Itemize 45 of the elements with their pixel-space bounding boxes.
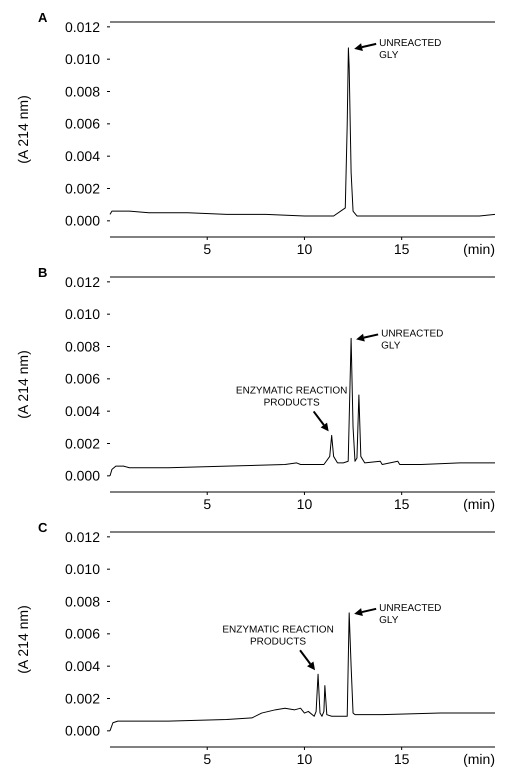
y-tick-label: 0.012 [64,528,100,545]
x-tick-label: 10 [296,496,312,512]
y-tick-label: 0.008 [64,83,100,100]
y-tick-label: 0.000 [64,468,100,484]
y-tick-label: 0.004 [64,658,100,674]
annotation: UNREACTED GLY [379,602,442,626]
y-tick-label: 0.010 [64,561,100,578]
y-tick-label: 0.008 [64,593,100,610]
y-tick-label: 0.002 [64,435,100,452]
y-axis-title: (A 214 nm) [15,350,31,419]
y-tick-label: 0.000 [64,212,100,229]
y-tick-label: 0.002 [64,690,100,706]
x-tick-label: 5 [203,496,212,512]
x-axis-title: (min) [463,751,495,767]
y-tick-label: 0.012 [64,274,100,290]
x-tick-label: 5 [203,751,212,767]
y-tick-label: 0.002 [64,180,100,196]
y-tick-label: 0.004 [64,403,100,420]
chart-title: A [38,10,48,25]
annotation: UNREACTED GLY [381,328,444,352]
annotation: ENZYMATIC REACTION PRODUCTS [222,624,334,648]
chart-title: C [38,520,48,535]
y-tick-label: 0.006 [64,626,100,642]
chart-title: B [38,265,48,280]
annotation: ENZYMATIC REACTION PRODUCTS [236,385,348,408]
y-axis-title: (A 214 nm) [15,605,31,674]
y-axis-title: (A 214 nm) [15,95,31,164]
y-tick-label: 0.004 [64,148,100,164]
x-tick-label: 10 [296,241,312,257]
annotation: UNREACTED GLY [379,38,442,61]
y-tick-label: 0.010 [64,51,100,68]
y-tick-label: 0.006 [64,370,100,387]
x-tick-label: 10 [296,751,312,767]
y-tick-label: 0.008 [64,338,100,354]
y-tick-label: 0.000 [64,722,100,739]
x-tick-label: 15 [394,241,410,257]
y-tick-label: 0.006 [64,116,100,132]
x-tick-label: 5 [203,241,212,257]
line-series [110,47,496,216]
y-tick-label: 0.012 [64,18,100,35]
x-axis-title: (min) [463,496,495,512]
x-tick-label: 15 [394,751,410,767]
y-tick-label: 0.010 [64,306,100,322]
x-tick-label: 15 [394,496,410,512]
x-axis-title: (min) [463,241,495,257]
